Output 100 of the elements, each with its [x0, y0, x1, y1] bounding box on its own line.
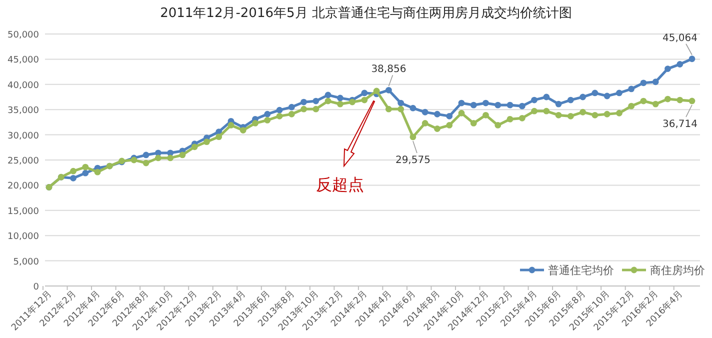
- chart-title: 2011年12月-2016年5月 北京普通住宅与商住两用房月成交均价统计图: [160, 5, 572, 21]
- point: [543, 94, 550, 100]
- point: [494, 102, 502, 108]
- point: [688, 98, 696, 104]
- point: [288, 104, 295, 110]
- point: [422, 120, 428, 126]
- point: [288, 110, 295, 118]
- point: [664, 96, 671, 102]
- point: [555, 112, 562, 118]
- point: [361, 96, 368, 104]
- point: [167, 154, 174, 162]
- point: [82, 170, 89, 176]
- data-label: 36,714: [662, 118, 698, 130]
- point: [386, 86, 392, 94]
- point: [604, 110, 610, 118]
- point: [179, 152, 186, 158]
- point: [580, 94, 586, 100]
- point: [264, 110, 271, 118]
- point: [300, 106, 307, 112]
- point: [446, 112, 453, 120]
- point: [324, 98, 332, 104]
- point: [676, 61, 684, 68]
- point: [555, 100, 562, 108]
- point: [300, 98, 307, 106]
- point: [240, 127, 246, 134]
- point: [470, 120, 477, 126]
- point: [410, 134, 416, 140]
- point: [518, 114, 526, 122]
- point: [604, 92, 610, 100]
- point: [543, 108, 550, 114]
- point: [616, 90, 622, 96]
- y-tick-label: 10,000: [8, 232, 40, 242]
- y-tick-label: 25,000: [8, 156, 40, 166]
- point: [398, 106, 404, 112]
- point: [652, 100, 659, 108]
- data-label: 38,856: [371, 64, 406, 76]
- point: [688, 56, 696, 62]
- point: [482, 100, 489, 106]
- point: [446, 122, 453, 128]
- point: [567, 96, 574, 104]
- point: [664, 66, 671, 72]
- point: [204, 138, 210, 146]
- legend-label: 商住房均价: [650, 264, 705, 277]
- y-tick-label: 0: [33, 282, 40, 292]
- y-tick-label: 50,000: [8, 30, 40, 40]
- point: [434, 110, 440, 118]
- point: [216, 134, 222, 140]
- point: [676, 96, 684, 104]
- point: [82, 164, 89, 170]
- point: [312, 98, 320, 104]
- point: [628, 86, 635, 92]
- point: [506, 116, 514, 122]
- point: [276, 112, 283, 120]
- point: [434, 126, 440, 132]
- point: [628, 102, 635, 110]
- y-tick-label: 15,000: [8, 206, 40, 217]
- point: [652, 78, 659, 86]
- point: [154, 154, 162, 162]
- annotation: 反超点: [316, 175, 364, 194]
- point: [470, 102, 477, 108]
- point: [276, 106, 283, 114]
- point: [494, 122, 502, 128]
- point: [482, 112, 489, 118]
- point: [640, 80, 647, 86]
- point: [336, 100, 344, 108]
- y-tick-label: 5,000: [13, 257, 40, 268]
- point: [142, 160, 150, 166]
- point: [336, 94, 344, 102]
- y-tick-label: 45,000: [8, 56, 40, 66]
- point: [592, 112, 598, 118]
- data-label: 45,064: [662, 32, 698, 44]
- point: [264, 116, 271, 124]
- point: [458, 100, 465, 106]
- point: [373, 88, 380, 94]
- legend-label: 普通住宅均价: [548, 264, 614, 277]
- point: [361, 90, 368, 96]
- point: [531, 108, 538, 114]
- point: [324, 92, 332, 98]
- y-tick-label: 20,000: [8, 182, 40, 192]
- y-tick-label: 30,000: [8, 131, 40, 142]
- point: [640, 98, 647, 104]
- point: [70, 168, 76, 174]
- point: [580, 108, 586, 116]
- point: [422, 108, 428, 116]
- y-tick-label: 40,000: [8, 80, 40, 91]
- point: [616, 110, 622, 116]
- point: [94, 168, 101, 176]
- point: [518, 102, 526, 110]
- point: [70, 174, 76, 182]
- point: [567, 112, 574, 120]
- point: [252, 120, 258, 126]
- point: [191, 144, 198, 150]
- point: [142, 152, 150, 158]
- point: [592, 90, 598, 96]
- point: [386, 106, 392, 112]
- point: [531, 96, 538, 104]
- point: [228, 122, 234, 128]
- point: [398, 100, 404, 106]
- y-tick-label: 35,000: [8, 106, 40, 116]
- data-label: 29,575: [395, 154, 430, 166]
